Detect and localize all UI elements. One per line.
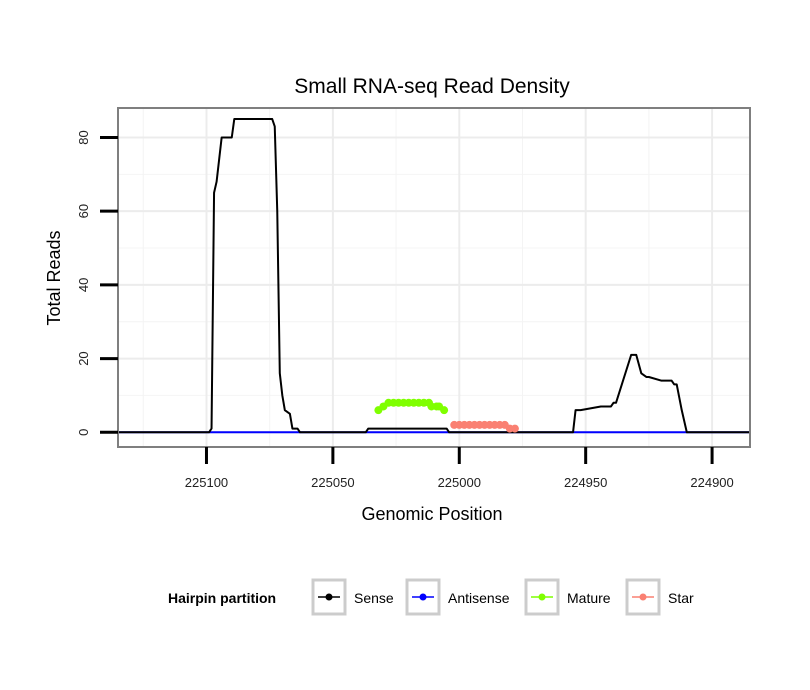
x-axis-title: Genomic Position	[361, 504, 502, 524]
y-tick-label: 0	[76, 429, 91, 436]
x-tick-label: 225000	[438, 475, 481, 490]
series-line-sense	[118, 118, 750, 434]
y-tick-label: 40	[76, 278, 91, 292]
x-axis: 225100 225050 225000 224950 224900	[185, 447, 734, 490]
y-tick-label: 20	[76, 351, 91, 365]
y-tick-label: 80	[76, 130, 91, 144]
legend-label-antisense: Antisense	[448, 590, 510, 606]
x-tick-label: 225050	[311, 475, 354, 490]
plot-border	[117, 107, 751, 448]
data-point-star	[510, 424, 519, 433]
y-axis-title: Total Reads	[44, 230, 64, 325]
legend-label-star: Star	[668, 590, 694, 606]
legend-label-mature: Mature	[567, 590, 611, 606]
legend-title: Hairpin partition	[168, 590, 276, 606]
legend-key-point	[419, 593, 427, 601]
y-tick-label: 60	[76, 204, 91, 218]
legend-key-point	[639, 593, 647, 601]
legend-key-point	[325, 593, 333, 601]
plot-background	[118, 108, 750, 447]
x-tick-label: 224900	[690, 475, 733, 490]
legend: Hairpin partition Sense Antisense Mature St…	[168, 578, 694, 616]
legend-key-point	[538, 593, 546, 601]
series-layer	[118, 118, 750, 434]
x-tick-label: 224950	[564, 475, 607, 490]
data-point-mature	[440, 406, 449, 415]
x-tick-label: 225100	[185, 475, 228, 490]
chart-title: Small RNA-seq Read Density	[294, 75, 570, 98]
y-axis: 0 20 40 60 80	[76, 130, 118, 436]
legend-label-sense: Sense	[354, 590, 394, 606]
